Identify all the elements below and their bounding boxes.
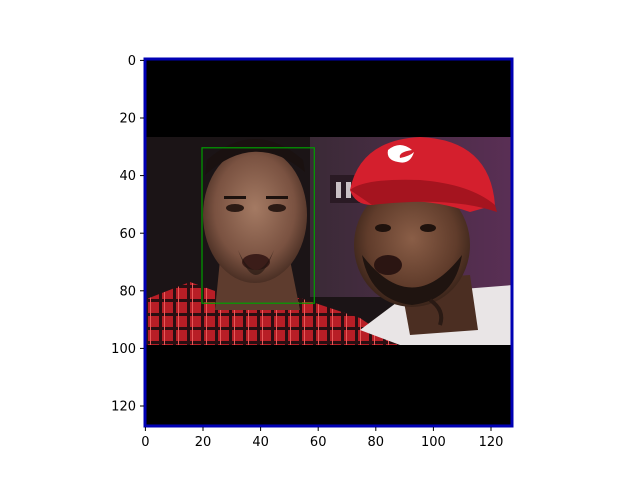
y-tick-label: 100 (111, 342, 136, 357)
y-tick-label: 80 (119, 284, 136, 299)
x-tick-label: 80 (368, 435, 385, 450)
y-tick-label: 40 (119, 169, 136, 184)
y-tick-label: 0 (128, 54, 136, 69)
y-axis-ticks: 0 20 40 60 80 100 120 (111, 54, 144, 415)
axes-border (143, 57, 514, 428)
image-content (144, 58, 513, 427)
photo-strip (144, 137, 513, 345)
y-tick-label: 120 (111, 400, 136, 415)
y-tick-label: 60 (119, 227, 136, 242)
x-tick-label: 0 (141, 435, 149, 450)
x-tick-label: 20 (195, 435, 212, 450)
x-tick-label: 100 (421, 435, 446, 450)
x-axis-ticks: 0 20 40 60 80 100 120 (141, 427, 503, 450)
y-tick-label: 20 (119, 112, 136, 127)
x-tick-label: 120 (479, 435, 504, 450)
detection-box (201, 147, 315, 304)
x-tick-label: 60 (310, 435, 327, 450)
x-tick-label: 40 (252, 435, 269, 450)
